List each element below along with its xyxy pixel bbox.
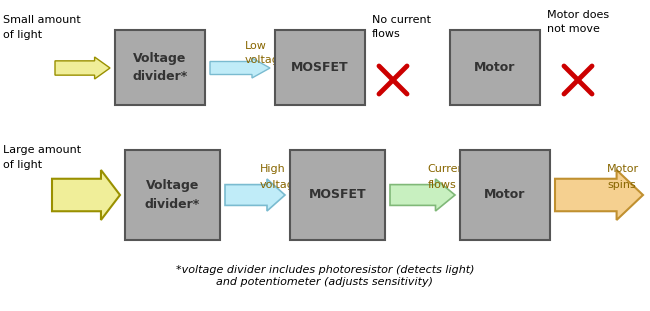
- Text: MOSFET: MOSFET: [291, 61, 349, 74]
- FancyBboxPatch shape: [290, 150, 385, 240]
- Text: MOSFET: MOSFET: [309, 188, 367, 202]
- Text: Voltage: Voltage: [133, 52, 187, 65]
- Text: Motor: Motor: [484, 188, 526, 202]
- Text: flows: flows: [428, 180, 456, 190]
- Text: Voltage: Voltage: [146, 179, 199, 192]
- Polygon shape: [210, 58, 270, 78]
- Text: Motor: Motor: [474, 61, 515, 74]
- FancyBboxPatch shape: [450, 30, 540, 105]
- Polygon shape: [55, 57, 110, 79]
- Text: Large amount: Large amount: [3, 145, 81, 155]
- Text: of light: of light: [3, 160, 42, 170]
- Text: Low: Low: [245, 41, 267, 51]
- FancyBboxPatch shape: [125, 150, 220, 240]
- Text: No current: No current: [372, 15, 431, 25]
- Text: divider*: divider*: [145, 198, 200, 211]
- Text: High: High: [260, 164, 286, 174]
- Polygon shape: [390, 179, 455, 211]
- Text: spins: spins: [607, 180, 636, 190]
- Text: voltage: voltage: [245, 55, 287, 65]
- Text: Motor does: Motor does: [547, 10, 609, 20]
- FancyBboxPatch shape: [115, 30, 205, 105]
- FancyBboxPatch shape: [460, 150, 550, 240]
- Text: flows: flows: [372, 29, 401, 39]
- Polygon shape: [225, 179, 285, 211]
- Text: Current: Current: [428, 164, 469, 174]
- Text: *voltage divider includes photoresistor (detects light)
and potentiometer (adjus: *voltage divider includes photoresistor …: [176, 265, 474, 287]
- Text: of light: of light: [3, 30, 42, 40]
- Text: divider*: divider*: [133, 70, 188, 83]
- Text: not move: not move: [547, 24, 600, 34]
- Text: Motor: Motor: [607, 164, 639, 174]
- Text: Small amount: Small amount: [3, 15, 81, 25]
- Text: voltage: voltage: [260, 180, 302, 190]
- FancyBboxPatch shape: [275, 30, 365, 105]
- Polygon shape: [555, 170, 643, 220]
- Polygon shape: [52, 170, 120, 220]
